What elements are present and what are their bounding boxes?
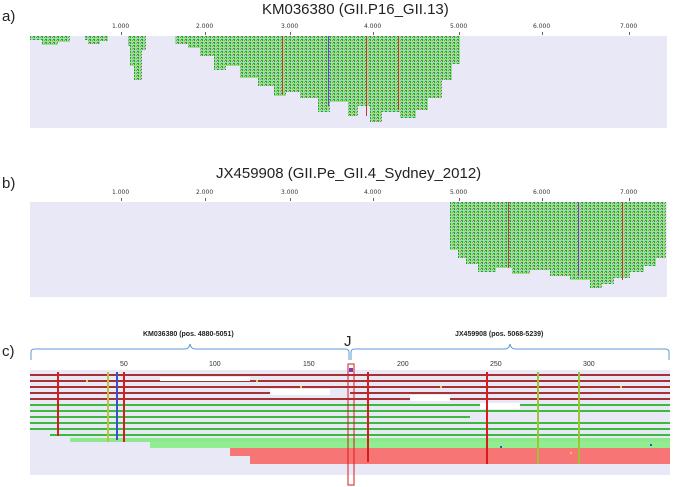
- panel-b-tick-7000: 7.000: [620, 189, 638, 201]
- panel-a-tick-3000: 3.000: [281, 23, 299, 35]
- panel-a-read-pileup: [30, 36, 460, 122]
- panel-c-read-alignment: [30, 363, 670, 486]
- panel-c-tick-100: 100: [209, 361, 221, 368]
- panel-a-tick-6000: 6.000: [533, 23, 551, 35]
- panel-a-tick-4000: 4.000: [364, 23, 382, 35]
- panel-b-tick-2000: 2.000: [196, 189, 214, 201]
- right-reference-label: JX459908 (pos. 5068-5239): [455, 331, 544, 338]
- panel-b-tick-4000: 4.000: [364, 189, 382, 201]
- panel-b-tick-1000: 1.000: [112, 189, 130, 201]
- panel-b-tick-3000: 3.000: [281, 189, 299, 201]
- reference-brackets: [30, 343, 670, 360]
- panel-c-tick-200: 200: [397, 361, 409, 368]
- panel-a-title: KM036380 (GII.P16_GII.13): [262, 1, 449, 18]
- panel-b-letter: b): [2, 175, 16, 192]
- panel-c-tick-250: 250: [490, 361, 502, 368]
- panel-a-tick-7000: 7.000: [620, 23, 638, 35]
- panel-a-tick-1000: 1.000: [112, 23, 130, 35]
- panel-a-tick-2000: 2.000: [196, 23, 214, 35]
- panel-b-tick-5000: 5.000: [450, 189, 468, 201]
- panel-c-tick-300: 300: [583, 361, 595, 368]
- panel-c-tick-50: 50: [120, 361, 128, 368]
- junction-marker-label: J: [344, 333, 352, 350]
- panel-c-alignment-track: [30, 363, 670, 486]
- panel-b-coverage-track: [30, 202, 667, 297]
- panel-b-title: JX459908 (GII.Pe_GII.4_Sydney_2012): [216, 165, 482, 182]
- panel-b-read-pileup: [450, 202, 666, 288]
- panel-c-tick-150: 150: [303, 361, 315, 368]
- panel-c-letter: c): [2, 343, 15, 360]
- panel-b-tick-6000: 6.000: [533, 189, 551, 201]
- panel-a-tick-5000: 5.000: [450, 23, 468, 35]
- panel-a-coverage-track: [30, 36, 667, 128]
- left-reference-label: KM036380 (pos. 4880-5051): [143, 331, 234, 338]
- panel-a-letter: a): [2, 8, 16, 25]
